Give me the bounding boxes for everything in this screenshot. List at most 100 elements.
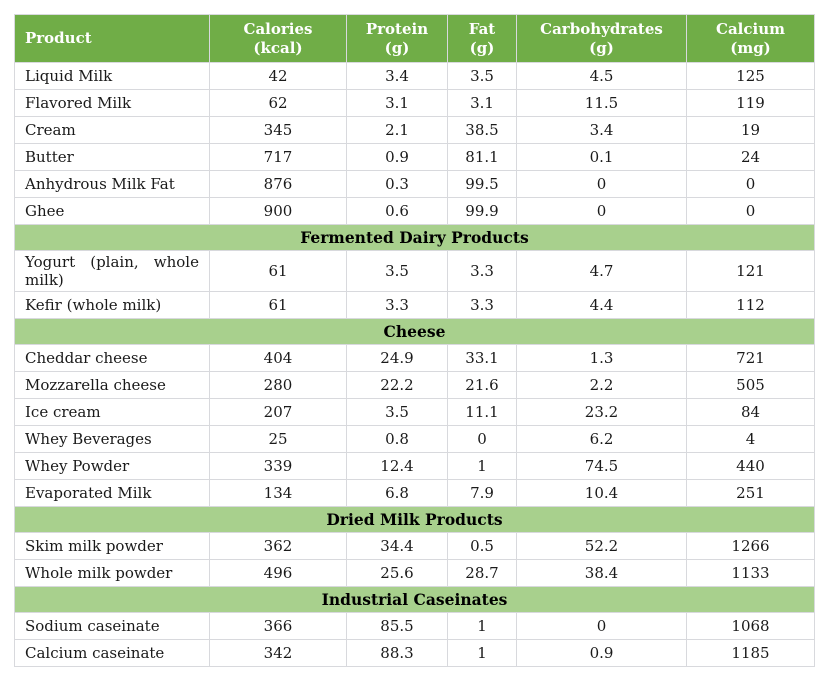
column-header: Product — [14, 14, 210, 63]
value-cell: 0 — [686, 170, 815, 198]
section-title: Dried Milk Products — [14, 506, 815, 533]
table-row: Cream 345 2.1 38.5 3.4 19 — [14, 116, 815, 144]
value-cell: 88.3 — [346, 639, 448, 667]
section-row: Fermented Dairy Products — [14, 224, 815, 251]
value-cell: 6.2 — [516, 425, 687, 453]
value-cell: 99.9 — [447, 197, 517, 225]
value-cell: 0.9 — [346, 143, 448, 171]
value-cell: 25.6 — [346, 559, 448, 587]
value-cell: 22.2 — [346, 371, 448, 399]
value-cell: 11.1 — [447, 398, 517, 426]
value-cell: 19 — [686, 116, 815, 144]
column-header-label: Calcium — [716, 19, 785, 38]
table-row: Evaporated Milk 134 6.8 7.9 10.4 251 — [14, 479, 815, 507]
value-cell: 0 — [447, 425, 517, 453]
value-cell: 900 — [209, 197, 347, 225]
value-cell: 21.6 — [447, 371, 517, 399]
product-cell: Sodium caseinate — [14, 612, 210, 640]
table-row: Anhydrous Milk Fat 876 0.3 99.5 0 0 — [14, 170, 815, 198]
value-cell: 3.5 — [447, 62, 517, 90]
product-cell: Butter — [14, 143, 210, 171]
value-cell: 4 — [686, 425, 815, 453]
column-header: Protein (g) — [346, 14, 448, 63]
value-cell: 38.4 — [516, 559, 687, 587]
value-cell: 366 — [209, 612, 347, 640]
product-cell: Kefir (whole milk) — [14, 291, 210, 319]
value-cell: 74.5 — [516, 452, 687, 480]
value-cell: 0.6 — [346, 197, 448, 225]
value-cell: 52.2 — [516, 532, 687, 560]
table-row: Whey Powder 339 12.4 1 74.5 440 — [14, 452, 815, 480]
value-cell: 23.2 — [516, 398, 687, 426]
table-row: Yogurt (plain, whole milk) 61 3.5 3.3 4.7 121 — [14, 250, 815, 292]
value-cell: 28.7 — [447, 559, 517, 587]
column-header: Fat (g) — [447, 14, 517, 63]
value-cell: 0.1 — [516, 143, 687, 171]
value-cell: 496 — [209, 559, 347, 587]
value-cell: 85.5 — [346, 612, 448, 640]
value-cell: 34.4 — [346, 532, 448, 560]
value-cell: 12.4 — [346, 452, 448, 480]
product-cell: Ghee — [14, 197, 210, 225]
value-cell: 121 — [686, 250, 815, 292]
product-cell: Whole milk powder — [14, 559, 210, 587]
table-row: Whole milk powder 496 25.6 28.7 38.4 1133 — [14, 559, 815, 587]
table-row: Flavored Milk 62 3.1 3.1 11.5 119 — [14, 89, 815, 117]
section-title: Industrial Caseinates — [14, 586, 815, 613]
value-cell: 2.1 — [346, 116, 448, 144]
column-header-unit: (kcal) — [253, 38, 303, 57]
product-cell: Cream — [14, 116, 210, 144]
value-cell: 42 — [209, 62, 347, 90]
value-cell: 505 — [686, 371, 815, 399]
value-cell: 721 — [686, 344, 815, 372]
product-cell: Evaporated Milk — [14, 479, 210, 507]
value-cell: 84 — [686, 398, 815, 426]
value-cell: 33.1 — [447, 344, 517, 372]
product-cell: Anhydrous Milk Fat — [14, 170, 210, 198]
value-cell: 0 — [686, 197, 815, 225]
value-cell: 717 — [209, 143, 347, 171]
table-row: Sodium caseinate 366 85.5 1 0 1068 — [14, 612, 815, 640]
value-cell: 3.5 — [346, 398, 448, 426]
value-cell: 99.5 — [447, 170, 517, 198]
value-cell: 3.3 — [346, 291, 448, 319]
table-row: Whey Beverages 25 0.8 0 6.2 4 — [14, 425, 815, 453]
table-row: Kefir (whole milk) 61 3.3 3.3 4.4 112 — [14, 291, 815, 319]
value-cell: 0 — [516, 197, 687, 225]
column-header-unit: (mg) — [730, 38, 771, 57]
value-cell: 6.8 — [346, 479, 448, 507]
value-cell: 3.5 — [346, 250, 448, 292]
value-cell: 4.4 — [516, 291, 687, 319]
section-title: Fermented Dairy Products — [14, 224, 815, 251]
value-cell: 251 — [686, 479, 815, 507]
column-header-unit: (g) — [469, 38, 495, 57]
product-cell: Whey Beverages — [14, 425, 210, 453]
value-cell: 3.4 — [346, 62, 448, 90]
value-cell: 1133 — [686, 559, 815, 587]
table-row: Calcium caseinate 342 88.3 1 0.9 1185 — [14, 639, 815, 667]
column-header-label: Protein — [365, 19, 429, 38]
section-row: Cheese — [14, 318, 815, 345]
header-row: Product Calories (kcal) Protein (g) Fat (g) Car… — [14, 14, 815, 63]
product-cell: Skim milk powder — [14, 532, 210, 560]
table-row: Liquid Milk 42 3.4 3.5 4.5 125 — [14, 62, 815, 90]
value-cell: 24 — [686, 143, 815, 171]
table-row: Ice cream 207 3.5 11.1 23.2 84 — [14, 398, 815, 426]
table-body: Liquid Milk 42 3.4 3.5 4.5 125 Flavored Milk 62… — [14, 62, 815, 667]
value-cell: 1 — [447, 452, 517, 480]
value-cell: 1185 — [686, 639, 815, 667]
column-header: Calories (kcal) — [209, 14, 347, 63]
value-cell: 404 — [209, 344, 347, 372]
value-cell: 61 — [209, 250, 347, 292]
value-cell: 1 — [447, 639, 517, 667]
table-row: Ghee 900 0.6 99.9 0 0 — [14, 197, 815, 225]
value-cell: 207 — [209, 398, 347, 426]
column-header: Carbohydrates (g) — [516, 14, 687, 63]
value-cell: 24.9 — [346, 344, 448, 372]
value-cell: 112 — [686, 291, 815, 319]
column-header-label: Fat — [468, 19, 496, 38]
value-cell: 1068 — [686, 612, 815, 640]
dairy-nutrition-table: Product Calories (kcal) Protein (g) Fat (g) Car… — [14, 14, 815, 667]
value-cell: 3.3 — [447, 250, 517, 292]
column-header-unit: (g) — [384, 38, 410, 57]
